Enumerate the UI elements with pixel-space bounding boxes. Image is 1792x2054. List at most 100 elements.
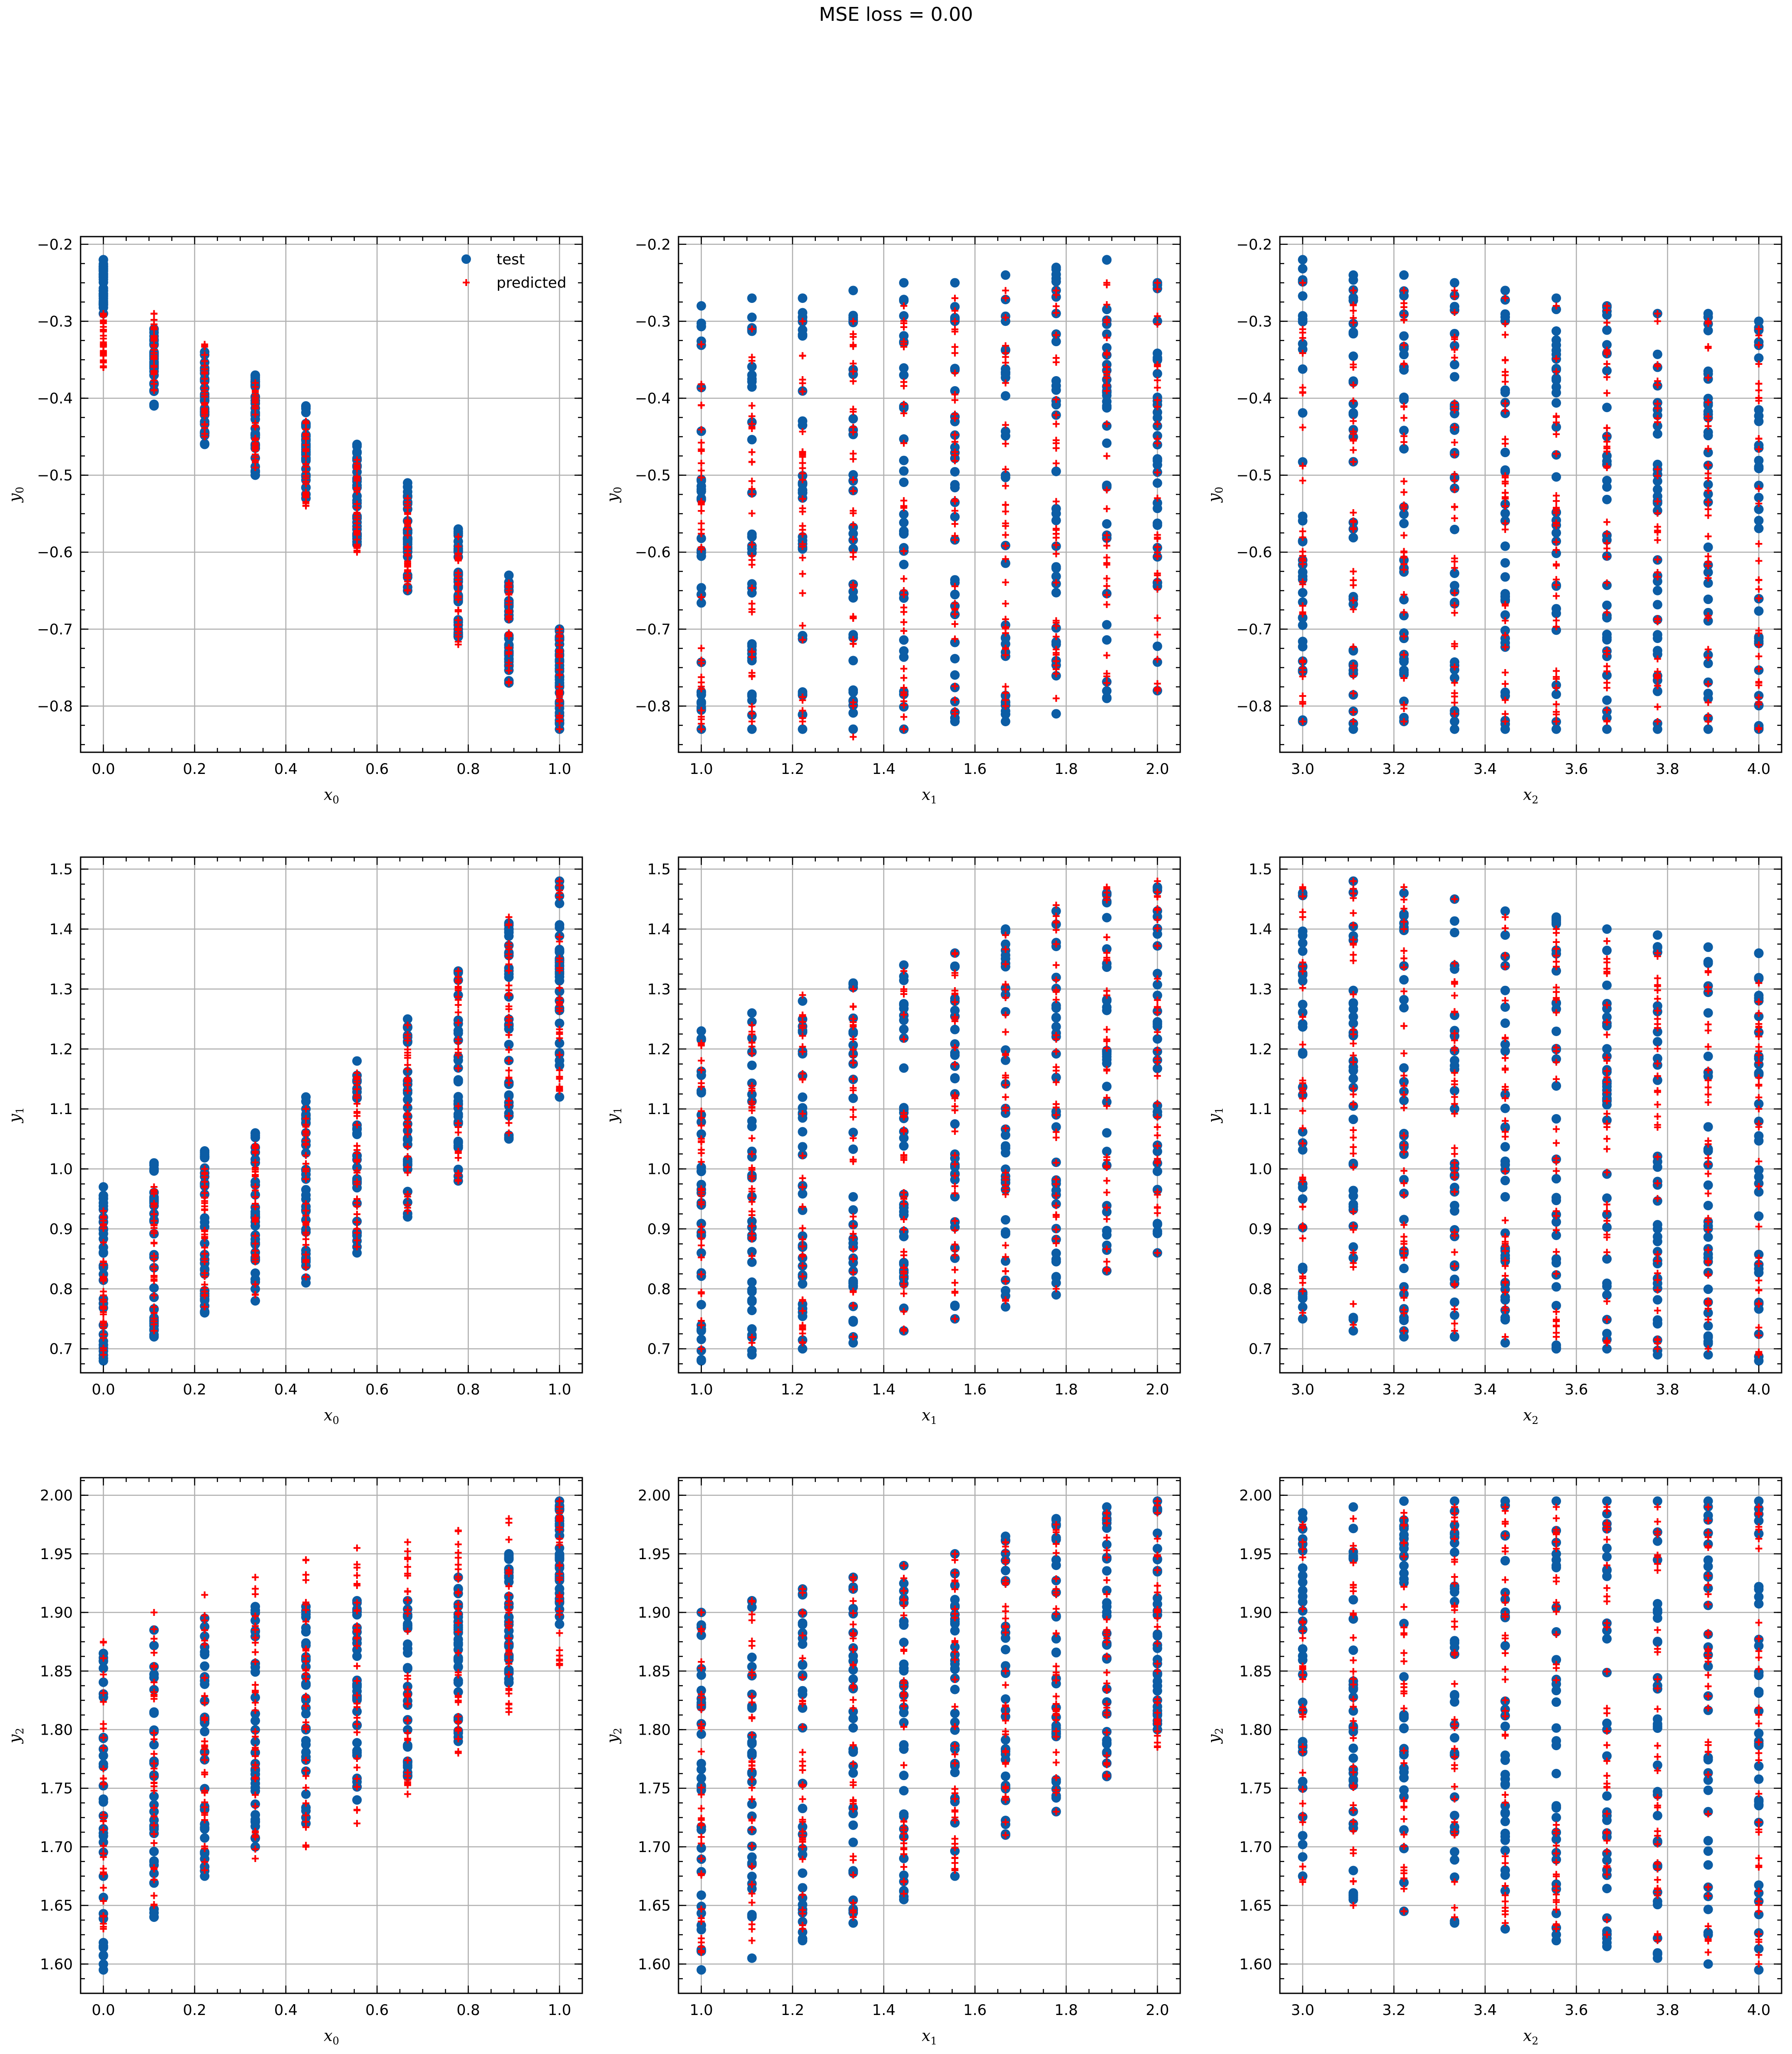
y-tick-label: −0.4 [635,390,671,407]
predicted-point [1755,387,1763,394]
predicted-point [1154,614,1161,622]
test-point [1450,1206,1460,1216]
predicted-point [1603,424,1610,432]
test-point [453,1075,463,1085]
y-tick-label: 0.8 [49,1280,73,1298]
test-point [1754,416,1764,426]
predicted-point [900,504,908,511]
predicted-point [1755,1277,1763,1284]
legend-label: test [497,251,525,268]
predicted-point [1350,1300,1357,1308]
test-point [1102,635,1112,645]
test-point [98,264,108,274]
y-tick-label: −0.6 [1236,544,1272,561]
predicted-point [252,436,259,444]
predicted-point [1052,445,1060,452]
test-point [950,1301,960,1311]
predicted-point [1400,488,1408,496]
predicted-point [951,343,958,351]
test-point [1399,519,1409,529]
subplot-3: 3.0 3.2 3.4 3.6 3.8 4.0 −0.8 −0.7 −0.6 −0.5 −0.4 −0… [1205,236,1782,806]
test-point [1602,325,1612,335]
predicted-point [1755,1158,1763,1165]
test-point [1298,364,1308,374]
test-point [1102,913,1112,923]
predicted-point [1502,331,1509,338]
test-point [1703,942,1713,952]
predicted-point [302,468,310,475]
predicted-point [1002,1093,1009,1101]
predicted-point [1603,1248,1610,1256]
predicted-point [454,1046,462,1053]
predicted-point [748,458,756,466]
y-axis-label: y0 [1205,487,1225,503]
test-point [1500,558,1510,568]
predicted-point [1502,710,1509,718]
predicted-point [1052,358,1060,366]
predicted-point [302,445,310,453]
predicted-point [1103,1026,1110,1033]
predicted-point [1052,1067,1060,1074]
predicted-point [1350,1091,1357,1098]
predicted-point [1552,1248,1560,1255]
test-point [250,1133,260,1143]
predicted-point [1704,506,1712,513]
predicted-point [1451,1320,1458,1327]
y-tick-label: 1.1 [647,1101,671,1118]
predicted-point [1704,533,1712,540]
predicted-point [353,1211,360,1218]
test-point [1500,1315,1510,1325]
test-point [1450,278,1460,288]
predicted-point [201,1206,208,1214]
predicted-point [1603,390,1610,397]
predicted-point [150,1239,158,1247]
test-point [1551,1114,1561,1124]
test-point [1551,1193,1561,1202]
predicted-point [1451,503,1458,510]
test-point [98,1194,108,1204]
test-point [200,1147,210,1157]
test-point [848,656,858,666]
predicted-point [150,387,158,394]
predicted-point [900,713,908,721]
test-point [950,653,960,663]
test-point [1754,405,1764,415]
test-point [1298,1294,1308,1303]
predicted-point [150,310,158,318]
test-point [1703,1232,1713,1242]
test-point [747,1297,757,1306]
predicted-point [1154,377,1161,384]
x-tick-label: 1.4 [872,1381,896,1398]
test-point [1703,431,1713,441]
predicted-point [1002,683,1009,690]
y-tick-label: 1.2 [647,1041,671,1058]
predicted-point [799,622,806,629]
predicted-point [1704,470,1712,477]
y-tick-label: −0.2 [37,236,73,254]
predicted-point [1154,1132,1161,1139]
test-point [899,999,909,1009]
predicted-point [951,1128,958,1135]
predicted-point [698,679,705,686]
test-point [747,382,757,392]
test-point [696,301,706,311]
test-point [848,1276,858,1286]
test-point [1051,376,1061,386]
test-point [696,1300,706,1310]
test-point [1298,926,1308,936]
test-point [1500,985,1510,995]
test-point [1000,1215,1010,1225]
y-tick-label: 0.8 [647,1280,671,1298]
predicted-point [1154,1204,1161,1212]
predicted-point [951,1266,958,1274]
test-point [1500,930,1510,940]
predicted-point [900,1251,908,1259]
test-point [1450,360,1460,370]
test-point [899,635,909,645]
y-tick-label: 1.3 [647,981,671,998]
predicted-point [900,575,908,582]
predicted-point [900,665,908,673]
test-point [1298,264,1308,274]
test-point [747,1306,757,1316]
predicted-point [1603,955,1610,962]
